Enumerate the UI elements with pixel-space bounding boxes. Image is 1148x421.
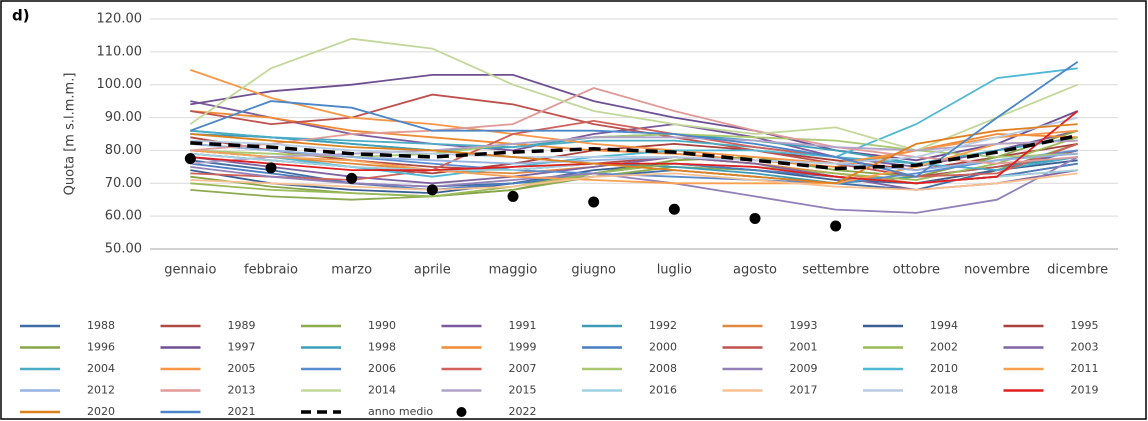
legend-label: anno medio — [368, 405, 433, 418]
legend-label: 2004 — [87, 362, 115, 375]
legend-label: 2022 — [509, 405, 537, 418]
data-point — [265, 162, 277, 174]
legend-label: 2011 — [1071, 362, 1099, 375]
legend-label: 1998 — [368, 341, 396, 354]
legend-marker — [456, 407, 467, 417]
data-point — [426, 184, 438, 196]
series-line — [190, 116, 1078, 165]
legend-label: 1995 — [1071, 319, 1099, 332]
series-line — [190, 129, 1078, 172]
legend-label: 2001 — [790, 341, 818, 354]
y-tick-label: 120.00 — [97, 12, 143, 27]
data-point — [588, 196, 600, 208]
y-tick-label: 110.00 — [97, 44, 143, 59]
panel-label: d) — [12, 7, 30, 25]
legend-label: 2021 — [228, 405, 256, 418]
legend-label: 1989 — [228, 319, 256, 332]
x-tick-label: gennaio — [164, 263, 216, 278]
x-tick-label: novembre — [964, 263, 1030, 278]
x-tick-label: aprile — [414, 263, 451, 278]
series-line — [190, 136, 1078, 198]
data-point — [346, 172, 358, 184]
data-point — [184, 153, 196, 165]
legend-label: 2003 — [1071, 341, 1099, 354]
legend-label: 2008 — [649, 362, 677, 375]
series-line — [189, 37, 1079, 152]
legend-label: 1993 — [790, 319, 818, 332]
series-line — [190, 93, 1078, 178]
x-tick-label: marzo — [331, 263, 372, 278]
legend-label: 1992 — [649, 319, 677, 332]
data-point — [749, 212, 761, 224]
legend-label: 1999 — [509, 341, 537, 354]
series-line — [190, 119, 1079, 181]
y-tick-label: 60.00 — [105, 209, 142, 224]
legend-label: 2005 — [228, 362, 256, 375]
x-tick-label: settembre — [802, 263, 869, 278]
x-tick-label: agosto — [733, 263, 777, 278]
y-tick-label: 80.00 — [105, 143, 142, 158]
legend-label: 2018 — [930, 384, 958, 397]
legend-label: 2000 — [649, 341, 677, 354]
legend-label: 2015 — [509, 384, 537, 397]
legend-label: 2016 — [649, 384, 677, 397]
series-line — [190, 172, 1078, 191]
legend-label: 2017 — [790, 384, 818, 397]
legend-label: 2009 — [790, 362, 818, 375]
series-line — [190, 123, 1078, 185]
legend-label: 2002 — [930, 341, 958, 354]
data-point — [507, 190, 519, 202]
x-tick-label: luglio — [657, 263, 692, 278]
legend-label: 2012 — [87, 384, 115, 397]
legend-label: 2010 — [930, 362, 958, 375]
y-tick-label: 100.00 — [97, 77, 143, 92]
y-axis-label: Quota [m s.l.m.m.] — [63, 73, 78, 196]
series-line — [190, 87, 1078, 165]
series-line — [190, 156, 1079, 214]
y-tick-label: 90.00 — [105, 110, 142, 125]
legend-label: 2019 — [1071, 384, 1099, 397]
y-tick-label: 70.00 — [105, 176, 142, 191]
legend-label: 1990 — [368, 319, 396, 332]
x-tick-label: febbraio — [244, 263, 298, 278]
x-tick-label: giugno — [571, 263, 616, 278]
x-tick-label: ottobre — [893, 263, 940, 278]
series-line — [190, 110, 1079, 185]
legend-label: 1997 — [228, 341, 256, 354]
mean-line — [190, 133, 1079, 171]
x-tick-label: dicembre — [1047, 263, 1108, 278]
series-line — [190, 69, 1078, 165]
y-tick-label: 50.00 — [105, 242, 142, 257]
series-line — [190, 136, 1078, 165]
legend-label: 1994 — [930, 319, 958, 332]
series-line — [189, 60, 1079, 178]
legend-label: 1988 — [87, 319, 115, 332]
data-point — [830, 220, 842, 232]
legend-label: 2013 — [228, 384, 256, 397]
legend-label: 2020 — [87, 405, 115, 418]
legend-label: 1991 — [509, 319, 537, 332]
series-line — [190, 143, 1078, 172]
data-point — [668, 203, 680, 215]
x-tick-label: maggio — [489, 263, 538, 278]
legend-label: 2007 — [509, 362, 537, 375]
legend-label: 2014 — [368, 384, 396, 397]
legend-label: 1996 — [87, 341, 115, 354]
legend-label: 2006 — [368, 362, 396, 375]
